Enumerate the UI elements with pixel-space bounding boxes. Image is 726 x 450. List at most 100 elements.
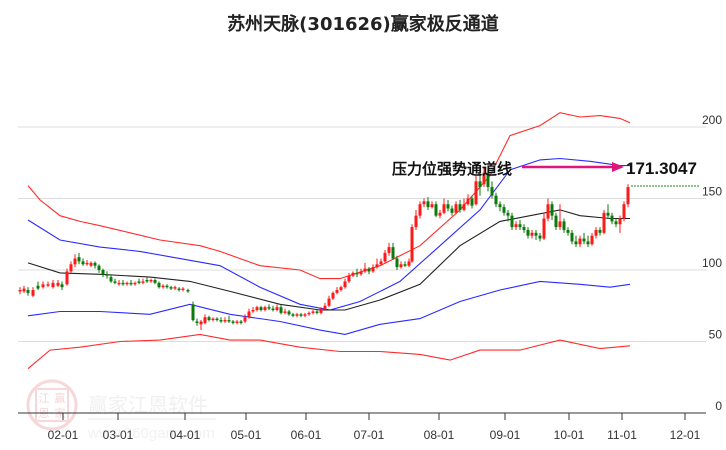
watermark-seal-icon	[26, 379, 78, 431]
candle	[582, 238, 586, 242]
candle	[97, 265, 101, 270]
candle	[562, 221, 566, 230]
candle	[319, 308, 323, 313]
line-middle	[27, 209, 630, 311]
candle	[618, 218, 622, 225]
x-tick-label: 04-01	[170, 428, 201, 442]
svg-text:赢: 赢	[55, 391, 66, 405]
candle	[422, 201, 426, 205]
candle	[279, 307, 283, 313]
candle	[395, 258, 399, 268]
candle	[602, 212, 606, 233]
candle	[299, 314, 303, 316]
candle	[626, 187, 630, 205]
candle	[291, 314, 295, 316]
line-outer_upper	[27, 112, 631, 280]
candle	[590, 235, 594, 245]
resistance-value: 171.3047	[626, 159, 697, 178]
candle	[81, 261, 85, 265]
line-inner_lower	[27, 280, 631, 335]
candle	[442, 204, 446, 213]
candle	[255, 307, 259, 311]
y-tick-label: 0	[715, 399, 722, 413]
candle	[418, 204, 422, 216]
candle	[161, 285, 165, 288]
candle	[371, 267, 375, 272]
line-outer_lower	[27, 333, 631, 370]
x-tick-label: 03-01	[103, 428, 134, 442]
candle	[207, 317, 211, 321]
candle	[490, 187, 494, 196]
y-tick-label: 200	[702, 113, 722, 127]
candle	[271, 308, 275, 311]
x-tick-label: 08-01	[424, 428, 455, 442]
candle	[165, 285, 169, 288]
candle	[399, 264, 403, 268]
candle	[307, 312, 311, 315]
candle	[530, 232, 534, 236]
candle	[339, 287, 343, 291]
candle	[363, 268, 367, 272]
y-tick-label: 50	[709, 328, 723, 342]
candle	[251, 310, 255, 312]
y-tick-label: 150	[702, 185, 722, 199]
candle	[31, 290, 35, 296]
candle	[534, 232, 538, 236]
svg-text:江: 江	[39, 392, 50, 405]
candle	[235, 321, 239, 323]
candle	[379, 261, 383, 265]
candle	[438, 212, 442, 216]
candle	[407, 261, 411, 266]
candle	[231, 321, 235, 323]
candle	[101, 270, 105, 275]
y-axis: 0 50 100 150 200	[702, 113, 722, 413]
candle	[153, 280, 157, 283]
candle	[60, 284, 64, 288]
candle	[355, 272, 359, 275]
candle	[454, 204, 458, 213]
x-tick-label: 06-01	[291, 428, 322, 442]
candle	[522, 227, 526, 230]
candle	[367, 268, 371, 272]
x-tick-label: 11-01	[607, 428, 637, 442]
candle	[93, 262, 97, 266]
candle	[267, 307, 271, 309]
candle	[145, 280, 149, 282]
candle	[598, 229, 602, 233]
candle	[542, 218, 546, 239]
candle	[65, 271, 69, 285]
candle	[387, 247, 391, 253]
candle	[18, 290, 22, 292]
candle	[259, 307, 263, 311]
candle	[195, 321, 199, 323]
candle	[347, 275, 351, 282]
candle	[141, 281, 145, 283]
candle	[109, 277, 113, 282]
candle	[113, 281, 117, 283]
candle	[85, 262, 89, 265]
candle	[51, 282, 55, 288]
candle	[36, 285, 40, 289]
candle	[203, 317, 207, 323]
candle	[434, 204, 438, 216]
candle	[482, 172, 486, 185]
candle	[510, 215, 514, 228]
candle	[46, 284, 50, 286]
candle	[550, 204, 554, 216]
candle	[430, 204, 434, 208]
candle	[514, 224, 518, 228]
candle	[566, 229, 570, 233]
candle	[526, 229, 530, 236]
candle	[287, 311, 291, 315]
candle	[247, 311, 251, 318]
candle	[275, 307, 279, 311]
candle	[137, 281, 141, 283]
grid	[18, 126, 706, 342]
candle	[303, 314, 307, 316]
candle	[538, 235, 542, 239]
candle	[41, 284, 45, 288]
candle	[375, 264, 379, 268]
candle	[177, 288, 181, 291]
resistance-label: 压力位强势通道线	[392, 160, 512, 178]
chart-title: 苏州天脉(301626)赢家极反通道	[227, 14, 499, 35]
